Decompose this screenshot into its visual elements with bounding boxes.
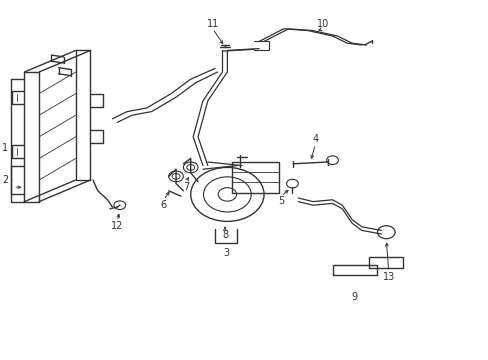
- Text: 1: 1: [2, 143, 8, 153]
- Text: 13: 13: [382, 272, 394, 282]
- Text: 4: 4: [312, 134, 318, 144]
- Text: 7: 7: [183, 182, 188, 192]
- Text: 9: 9: [350, 292, 356, 302]
- Text: 3: 3: [223, 248, 229, 258]
- Text: 6: 6: [161, 200, 166, 210]
- Text: 5: 5: [278, 196, 284, 206]
- Text: 12: 12: [111, 221, 123, 231]
- Text: 10: 10: [316, 19, 328, 29]
- Text: 8: 8: [222, 230, 227, 240]
- Text: 11: 11: [206, 19, 219, 29]
- Text: 2: 2: [2, 175, 8, 185]
